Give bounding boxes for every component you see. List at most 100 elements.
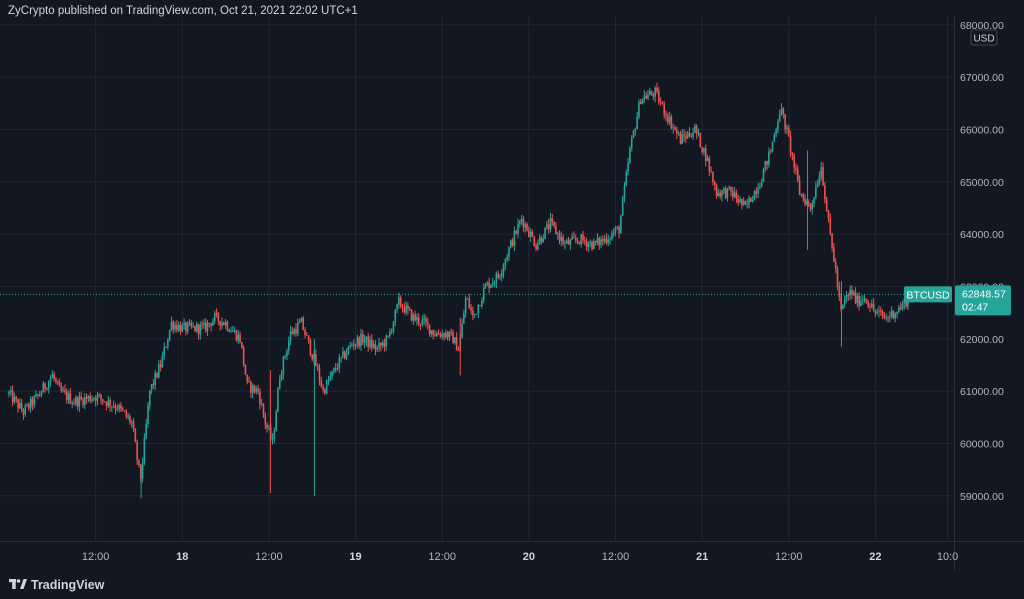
candle-body bbox=[681, 134, 684, 144]
candle-body bbox=[170, 321, 173, 331]
price-chart[interactable]: 59000.0060000.0061000.0062000.0063000.00… bbox=[0, 0, 1024, 570]
candle-body bbox=[65, 391, 68, 400]
candle-body bbox=[183, 322, 185, 326]
tradingview-logo-icon bbox=[9, 578, 27, 589]
candle-body bbox=[870, 303, 873, 308]
candle-body bbox=[473, 313, 476, 316]
candle-body bbox=[488, 282, 490, 289]
candle-body bbox=[775, 129, 777, 135]
candle-body bbox=[385, 335, 388, 347]
candle-body bbox=[751, 200, 754, 202]
candle-body bbox=[208, 322, 211, 324]
price-tick-label: 68000.00 bbox=[960, 20, 1004, 32]
vertical-gridlines bbox=[95, 16, 949, 541]
candle-body bbox=[576, 240, 579, 242]
horizontal-gridlines bbox=[0, 24, 954, 497]
candle-body bbox=[477, 305, 480, 314]
candle-body bbox=[260, 403, 263, 405]
candle-body bbox=[551, 218, 554, 222]
candle-body bbox=[226, 322, 229, 330]
candle-body bbox=[813, 197, 815, 204]
candle-body bbox=[542, 239, 545, 242]
candle-body bbox=[257, 388, 259, 392]
candle-body bbox=[858, 295, 860, 306]
candle-body bbox=[148, 390, 151, 406]
candle-body bbox=[842, 304, 844, 309]
candle-body bbox=[136, 442, 138, 460]
day-tick-label: 21 bbox=[696, 551, 708, 563]
footer-bar: TradingView bbox=[0, 570, 1024, 599]
candle-body bbox=[304, 329, 306, 336]
candle-body bbox=[233, 330, 236, 332]
candle-body bbox=[836, 268, 839, 287]
tradingview-logo[interactable]: TradingView bbox=[9, 578, 104, 592]
candle-body bbox=[232, 331, 234, 332]
candle-body bbox=[905, 299, 907, 307]
candle-body bbox=[466, 298, 469, 300]
candle-body bbox=[138, 459, 140, 466]
candle-body bbox=[741, 199, 743, 205]
candlestick-series[interactable] bbox=[8, 82, 913, 499]
candle-body bbox=[560, 236, 563, 241]
time-tick-label: 12:00 bbox=[602, 551, 630, 563]
currency-badge[interactable]: USD bbox=[970, 29, 998, 46]
candle-body bbox=[742, 201, 745, 205]
candle-body bbox=[325, 380, 328, 394]
candle-body bbox=[470, 308, 472, 311]
candle-body bbox=[569, 239, 572, 245]
candle-body bbox=[818, 176, 821, 185]
candle-body bbox=[71, 403, 73, 405]
bar-countdown: 02:47 bbox=[962, 301, 988, 313]
candle-body bbox=[517, 224, 519, 234]
candle-body bbox=[605, 238, 608, 243]
price-axis[interactable]: 59000.0060000.0061000.0062000.0063000.00… bbox=[960, 20, 1004, 503]
time-axis[interactable]: 12:00 18 12:00 19 12:00 20 12:00 21 12:00 22 10:0 bbox=[82, 551, 958, 563]
candle-body bbox=[784, 114, 786, 130]
candle-body bbox=[251, 385, 254, 393]
candle-body bbox=[197, 324, 200, 335]
candle-body bbox=[901, 303, 904, 309]
candle-body bbox=[629, 148, 631, 163]
candle-body bbox=[778, 114, 781, 122]
candle-body bbox=[302, 318, 305, 330]
candle-body bbox=[239, 334, 241, 343]
candle-body bbox=[892, 310, 895, 319]
candle-body bbox=[107, 400, 110, 406]
candle-body bbox=[737, 199, 740, 203]
candle-body bbox=[565, 240, 568, 244]
candle-body bbox=[224, 322, 227, 325]
candle-body bbox=[701, 147, 703, 152]
candle-body bbox=[237, 334, 240, 341]
candle-body bbox=[861, 300, 864, 302]
candle-body bbox=[574, 237, 577, 241]
candle-body bbox=[273, 430, 276, 439]
candle-body bbox=[611, 233, 613, 239]
candle-body bbox=[345, 353, 348, 359]
candle-body bbox=[578, 241, 581, 244]
candle-body bbox=[329, 376, 332, 381]
candle-body bbox=[401, 306, 404, 308]
candle-body bbox=[670, 116, 673, 129]
candle-body bbox=[695, 125, 698, 134]
candle-body bbox=[217, 313, 220, 321]
candle-body bbox=[623, 185, 626, 198]
candle-body bbox=[349, 345, 351, 347]
candle-body bbox=[421, 319, 424, 325]
candle-body bbox=[639, 101, 642, 104]
candle-body bbox=[268, 427, 270, 429]
candle-body bbox=[546, 224, 548, 228]
time-tick-label: 12:00 bbox=[428, 551, 456, 563]
candle-body bbox=[562, 236, 564, 245]
candle-body bbox=[491, 282, 494, 285]
candle-body bbox=[264, 414, 267, 425]
candle-body bbox=[28, 404, 30, 409]
candle-body bbox=[903, 299, 906, 304]
candle-body bbox=[509, 240, 512, 248]
candle-body bbox=[856, 295, 859, 304]
candle-body bbox=[567, 240, 570, 245]
candle-body bbox=[96, 394, 99, 401]
candle-body bbox=[795, 167, 797, 170]
candle-body bbox=[116, 408, 119, 410]
candle-body bbox=[10, 390, 12, 392]
candle-body bbox=[98, 394, 101, 396]
